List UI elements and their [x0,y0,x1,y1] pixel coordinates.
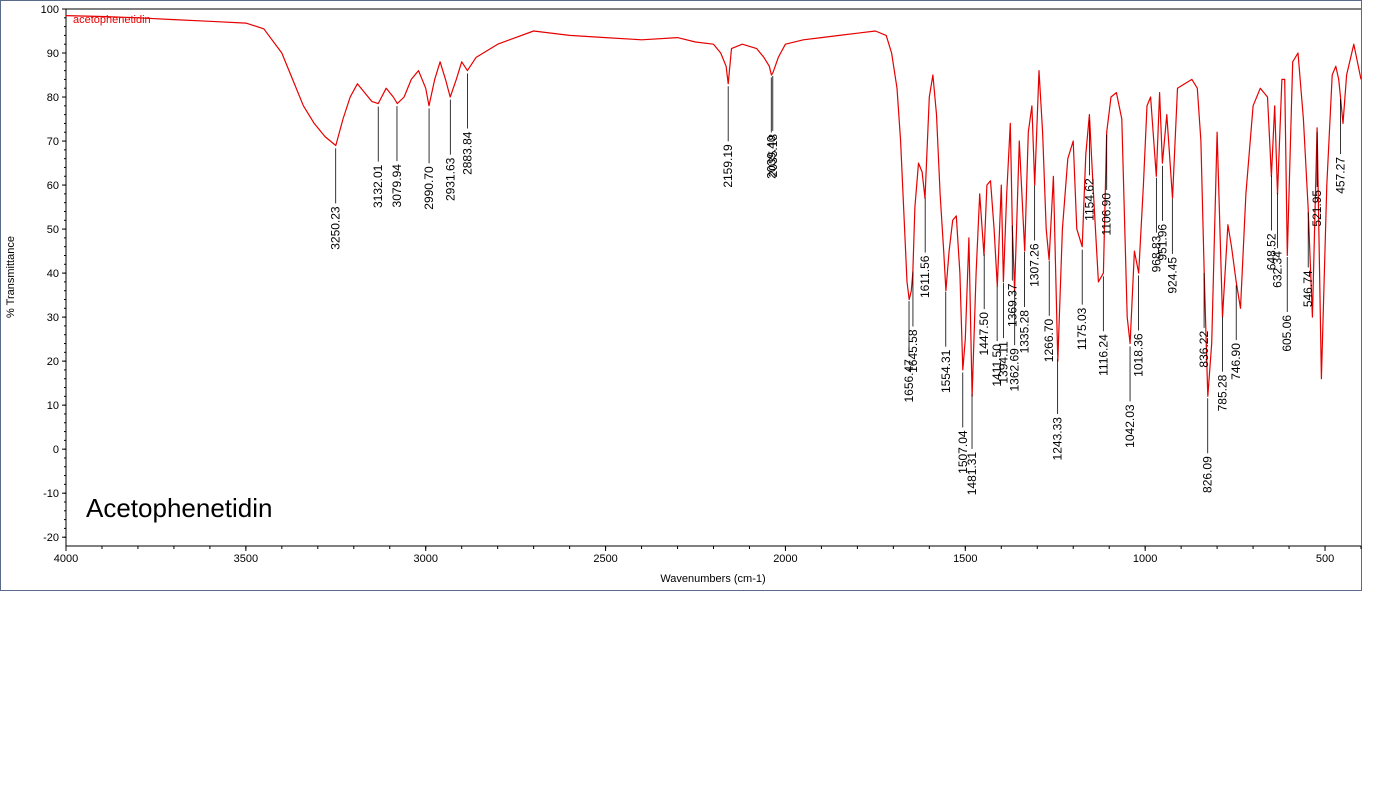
peak-label: 2990.70 [422,166,436,210]
peak-label: 1335.28 [1018,310,1032,354]
y-tick-label: 80 [47,92,59,104]
peak-label: 1307.26 [1028,243,1042,287]
peak-label: 1116.24 [1096,334,1110,376]
peak-annotations: 3250.23 3132.01 3079.94 2990.70 2931.63 2883.… [329,73,1347,496]
y-tick-label: 40 [47,268,59,280]
legend-text: acetophenetidin [73,14,151,26]
x-tick-label: 500 [1316,553,1334,565]
peak-label: 924.45 [1165,257,1179,294]
peak-label: 1411.50 [990,344,1004,387]
peak-label: 3079.94 [390,164,404,208]
peak-label: 3132.01 [371,164,385,208]
peak-label: 1042.03 [1123,404,1137,448]
y-tick-label: 90 [47,48,59,60]
peak-label: 2035.18 [766,134,780,178]
peak-label: 2883.84 [461,131,475,175]
peak-label: 632.34 [1270,251,1284,288]
peak-label: 2159.19 [721,144,735,188]
peak-label: 1175.03 [1075,307,1089,350]
peak-label: 1656.47 [902,359,916,403]
peak-label: 826.09 [1201,456,1215,493]
compound-label: Acetophenetidin [86,493,272,523]
x-tick-label: 1000 [1133,553,1157,565]
peak-label: 785.28 [1215,374,1229,411]
peak-label: 1447.50 [977,312,991,356]
peak-label: 1554.31 [939,349,953,393]
peak-label: 2039.40 [764,135,778,179]
y-tick-label: 20 [47,356,59,368]
peak-label: 746.90 [1229,343,1243,380]
y-tick-label: 70 [47,136,59,148]
spectrum [65,15,1362,397]
peak-label: 1154.62 [1083,178,1097,221]
y-tick-label: 30 [47,312,59,324]
peak-label: 521.95 [1310,190,1324,227]
peak-label: 1611.56 [918,255,932,298]
y-tick-label: -10 [43,488,59,500]
x-tick-label: 2500 [593,553,617,565]
peak-label: 457.27 [1333,157,1347,194]
x-tick-label: 1500 [953,553,977,565]
peak-label: 836.22 [1197,331,1211,368]
peak-label: 605.06 [1280,315,1294,352]
x-tick-label: 3000 [413,553,437,565]
peak-label: 1106.90 [1100,193,1114,236]
peak-label: 1266.70 [1042,318,1056,362]
peak-label: 648.52 [1265,233,1279,270]
y-tick-label: 100 [41,4,59,16]
x-tick-label: 4000 [54,553,78,565]
spectrum-line [65,15,1362,397]
peak-label: 1369.37 [1005,283,1019,327]
peak-label: 1481.31 [965,452,979,496]
peak-label: 968.83 [1149,235,1163,272]
y-tick-label: 50 [47,224,59,236]
y-tick-label: 60 [47,180,59,192]
peak-label: 1507.04 [956,430,970,474]
y-tick-label: -20 [43,532,59,544]
y-axis-title: % Transmittance [5,236,17,318]
peak-label: 546.74 [1301,270,1315,307]
peak-label: 2931.63 [443,157,457,201]
chart-frame: 100 90 80 70 60 50 40 30 20 10 0 -10 -20 4000 3500 3000… [0,0,1362,591]
peak-label: 3250.23 [329,206,343,250]
x-tick-label: 3500 [234,553,258,565]
peak-label: 1362.69 [1008,348,1022,392]
peak-label: 1243.33 [1051,417,1065,461]
y-tick-label: 10 [47,400,59,412]
peak-label: 1645.58 [906,329,920,373]
peak-label: 1394.11 [996,341,1010,384]
peak-label: 951.96 [1155,224,1169,261]
x-tick-label: 2000 [773,553,797,565]
x-axis-title: Wavenumbers (cm-1) [660,573,765,585]
y-tick-label: 0 [53,444,59,456]
peak-label: 1018.36 [1132,333,1146,377]
